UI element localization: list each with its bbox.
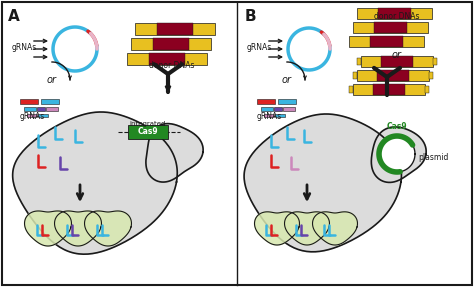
- Text: or: or: [47, 75, 57, 85]
- Bar: [370, 36, 403, 47]
- Bar: [378, 8, 411, 19]
- Bar: [357, 58, 361, 65]
- Polygon shape: [13, 112, 177, 254]
- Bar: [37, 107, 45, 111]
- Text: gRNAs: gRNAs: [12, 42, 37, 51]
- Bar: [128, 125, 168, 139]
- Bar: [353, 22, 428, 33]
- Polygon shape: [312, 212, 357, 245]
- Bar: [135, 23, 215, 35]
- Polygon shape: [146, 124, 203, 182]
- Bar: [257, 99, 275, 104]
- Bar: [381, 56, 413, 67]
- Bar: [149, 53, 184, 65]
- Polygon shape: [25, 211, 72, 246]
- Text: gRNAs: gRNAs: [247, 42, 272, 51]
- Bar: [357, 8, 432, 19]
- Polygon shape: [84, 211, 131, 246]
- Bar: [433, 58, 437, 65]
- Bar: [157, 23, 192, 35]
- Polygon shape: [255, 212, 300, 245]
- Bar: [274, 107, 282, 111]
- Bar: [374, 22, 407, 33]
- Polygon shape: [371, 127, 426, 183]
- Text: gRNAs: gRNAs: [257, 112, 282, 121]
- Bar: [349, 36, 424, 47]
- Text: integrated: integrated: [130, 121, 166, 127]
- Text: donor DNAs: donor DNAs: [149, 61, 195, 70]
- Bar: [46, 107, 58, 111]
- Bar: [361, 56, 433, 67]
- Bar: [24, 107, 36, 111]
- Bar: [373, 84, 405, 95]
- Bar: [20, 99, 38, 104]
- Bar: [353, 72, 357, 79]
- Bar: [353, 84, 425, 95]
- Bar: [357, 70, 429, 81]
- Text: Cas9: Cas9: [137, 127, 158, 137]
- Bar: [154, 38, 189, 50]
- Bar: [278, 99, 296, 104]
- Text: Cas9: Cas9: [387, 122, 407, 131]
- Bar: [2, 2, 235, 285]
- Bar: [275, 114, 285, 117]
- FancyBboxPatch shape: [2, 2, 472, 285]
- Polygon shape: [284, 212, 329, 245]
- Bar: [41, 99, 59, 104]
- Bar: [38, 114, 48, 117]
- Text: B: B: [245, 9, 256, 24]
- Text: gRNAs: gRNAs: [20, 112, 45, 121]
- Polygon shape: [379, 136, 415, 172]
- Text: plasmid: plasmid: [418, 154, 448, 162]
- Bar: [264, 114, 274, 117]
- Text: or: or: [392, 50, 402, 60]
- Bar: [425, 86, 429, 93]
- Bar: [349, 86, 353, 93]
- Text: or: or: [282, 75, 292, 85]
- Bar: [377, 70, 409, 81]
- Polygon shape: [55, 211, 101, 246]
- Bar: [283, 107, 295, 111]
- Bar: [429, 72, 433, 79]
- Bar: [131, 38, 211, 50]
- Bar: [27, 114, 37, 117]
- Bar: [127, 53, 207, 65]
- Text: A: A: [8, 9, 20, 24]
- Text: donor DNAs: donor DNAs: [374, 12, 420, 21]
- Polygon shape: [244, 114, 401, 252]
- Bar: [261, 107, 273, 111]
